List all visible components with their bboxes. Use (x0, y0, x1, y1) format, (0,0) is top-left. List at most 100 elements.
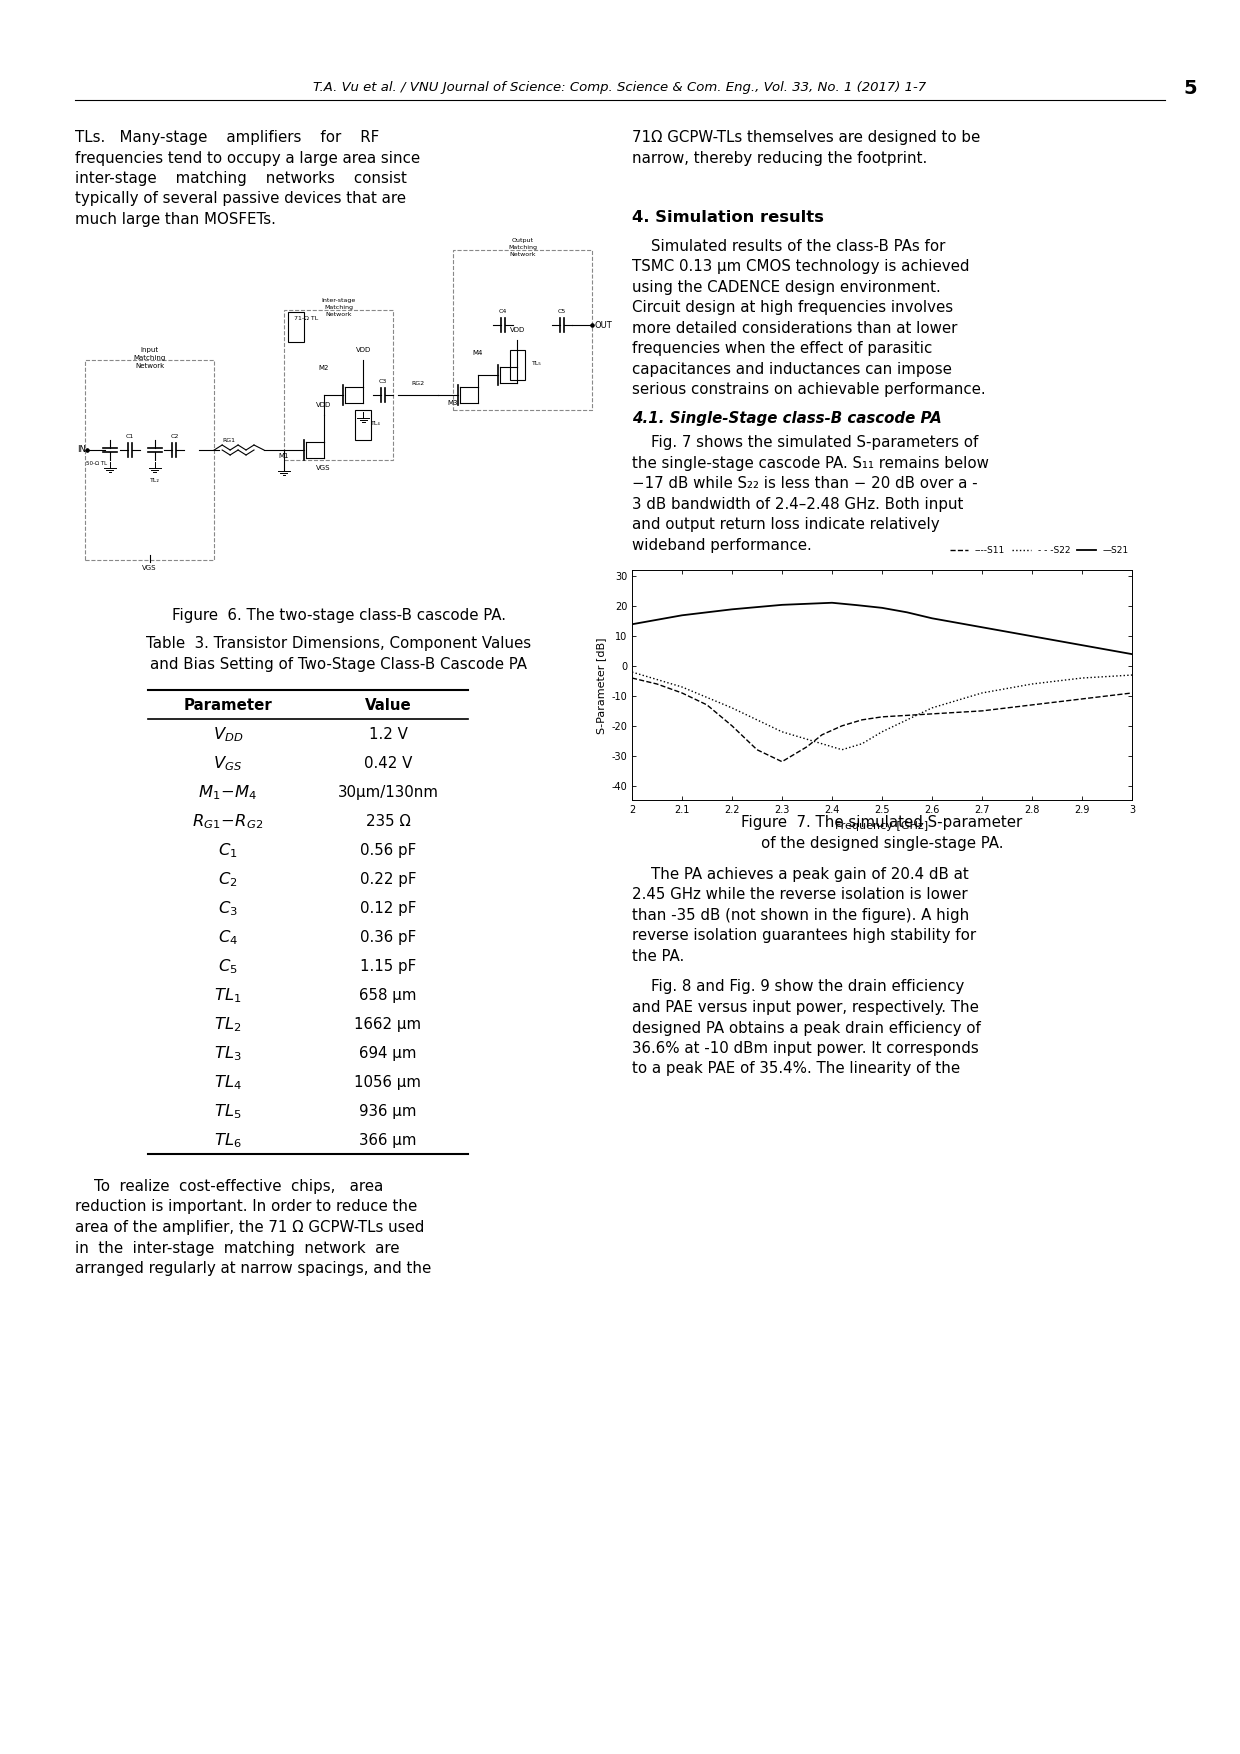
Text: C5: C5 (558, 309, 567, 314)
Text: VGS: VGS (316, 465, 331, 472)
Text: frequencies tend to occupy a large area since: frequencies tend to occupy a large area … (74, 151, 420, 165)
Text: Figure  6. The two-stage class-B cascode PA.: Figure 6. The two-stage class-B cascode … (171, 609, 506, 623)
Text: −17 dB while S₂₂ is less than − 20 dB over a -: −17 dB while S₂₂ is less than − 20 dB ov… (632, 477, 977, 491)
Text: RG2: RG2 (412, 381, 424, 386)
Text: VGS: VGS (143, 565, 156, 572)
Text: Matching: Matching (508, 246, 537, 251)
Text: IN: IN (77, 446, 86, 454)
Text: C4: C4 (498, 309, 507, 314)
Text: $\mathit{C}_4$: $\mathit{C}_4$ (218, 928, 238, 947)
Text: capacitances and inductances can impose: capacitances and inductances can impose (632, 361, 952, 377)
Text: reduction is important. In order to reduce the: reduction is important. In order to redu… (74, 1200, 417, 1214)
Text: using the CADENCE design environment.: using the CADENCE design environment. (632, 279, 941, 295)
Text: The PA achieves a peak gain of 20.4 dB at: The PA achieves a peak gain of 20.4 dB a… (632, 866, 968, 882)
Text: Output: Output (511, 239, 533, 244)
Text: C2: C2 (170, 433, 179, 438)
Text: Parameter: Parameter (184, 698, 273, 714)
Text: $\mathit{C}_1$: $\mathit{C}_1$ (218, 842, 238, 859)
Text: $\mathit{R}_{G1}\!-\!\mathit{R}_{G2}$: $\mathit{R}_{G1}\!-\!\mathit{R}_{G2}$ (192, 812, 264, 831)
Text: 0.42 V: 0.42 V (363, 756, 412, 772)
Text: Value: Value (365, 698, 412, 714)
Text: 1662 μm: 1662 μm (355, 1017, 422, 1033)
Text: To  realize  cost-effective  chips,   area: To realize cost-effective chips, area (74, 1179, 383, 1194)
Text: $\mathit{M}_1\!-\!\mathit{M}_4$: $\mathit{M}_1\!-\!\mathit{M}_4$ (198, 784, 258, 802)
Text: $\mathit{V}_{DD}$: $\mathit{V}_{DD}$ (213, 726, 243, 744)
Text: $\mathit{TL}_2$: $\mathit{TL}_2$ (215, 1016, 242, 1035)
Text: 3 dB bandwidth of 2.4–2.48 GHz. Both input: 3 dB bandwidth of 2.4–2.48 GHz. Both inp… (632, 496, 963, 512)
Text: 1.2 V: 1.2 V (368, 728, 408, 742)
Text: 694 μm: 694 μm (360, 1047, 417, 1061)
Text: Matching: Matching (134, 354, 166, 361)
Text: 71Ω GCPW-TLs themselves are designed to be: 71Ω GCPW-TLs themselves are designed to … (632, 130, 981, 146)
Text: Network: Network (325, 312, 352, 317)
Text: C1: C1 (125, 433, 134, 438)
Text: typically of several passive devices that are: typically of several passive devices tha… (74, 191, 405, 207)
Text: TSMC 0.13 μm CMOS technology is achieved: TSMC 0.13 μm CMOS technology is achieved (632, 260, 970, 274)
Text: the PA.: the PA. (632, 949, 684, 963)
Text: M1: M1 (279, 453, 289, 460)
Text: of the designed single-stage PA.: of the designed single-stage PA. (761, 837, 1003, 851)
Text: and output return loss indicate relatively: and output return loss indicate relative… (632, 517, 940, 533)
Text: C3: C3 (379, 379, 387, 384)
Bar (356, 410, 371, 440)
Text: $\mathit{TL}_4$: $\mathit{TL}_4$ (215, 1073, 242, 1093)
Text: 1.15 pF: 1.15 pF (360, 959, 417, 975)
Text: $\mathit{C}_2$: $\mathit{C}_2$ (218, 870, 238, 889)
Text: TL₂: TL₂ (150, 479, 160, 482)
Text: 2.45 GHz while the reverse isolation is lower: 2.45 GHz while the reverse isolation is … (632, 888, 967, 902)
Text: 71-Ω TL: 71-Ω TL (294, 316, 317, 321)
Text: 50-Ω TL: 50-Ω TL (87, 461, 108, 467)
Text: Simulated results of the class-B PAs for: Simulated results of the class-B PAs for (632, 239, 945, 254)
Text: arranged regularly at narrow spacings, and the: arranged regularly at narrow spacings, a… (74, 1261, 432, 1275)
Text: 936 μm: 936 μm (360, 1105, 417, 1119)
Text: much large than MOSFETs.: much large than MOSFETs. (74, 212, 275, 226)
Text: VDD: VDD (316, 402, 331, 409)
Text: Circuit design at high frequencies involves: Circuit design at high frequencies invol… (632, 300, 954, 316)
Text: TL₅: TL₅ (532, 361, 542, 367)
Text: designed PA obtains a peak drain efficiency of: designed PA obtains a peak drain efficie… (632, 1021, 981, 1035)
Text: reverse isolation guarantees high stability for: reverse isolation guarantees high stabil… (632, 928, 976, 944)
Text: than -35 dB (not shown in the figure). A high: than -35 dB (not shown in the figure). A… (632, 909, 970, 923)
Text: Fig. 8 and Fig. 9 show the drain efficiency: Fig. 8 and Fig. 9 show the drain efficie… (632, 979, 965, 995)
Text: OUT: OUT (594, 321, 611, 330)
Text: TLs.   Many-stage    amplifiers    for    RF: TLs. Many-stage amplifiers for RF (74, 130, 379, 146)
Bar (284, 310, 393, 460)
Text: 0.56 pF: 0.56 pF (360, 844, 417, 858)
Text: $\mathit{TL}_6$: $\mathit{TL}_6$ (215, 1131, 242, 1151)
Text: 366 μm: 366 μm (360, 1133, 417, 1149)
Text: RG1: RG1 (223, 438, 236, 444)
Text: inter-stage    matching    networks    consist: inter-stage matching networks consist (74, 170, 407, 186)
X-axis label: Frequency [GHz]: Frequency [GHz] (836, 821, 929, 831)
Text: serious constrains on achievable performance.: serious constrains on achievable perform… (632, 382, 986, 396)
Text: Inter-stage: Inter-stage (321, 298, 356, 303)
Text: the single-stage cascode PA. S₁₁ remains below: the single-stage cascode PA. S₁₁ remains… (632, 456, 988, 472)
Text: 36.6% at -10 dBm input power. It corresponds: 36.6% at -10 dBm input power. It corresp… (632, 1042, 978, 1056)
Text: $\mathit{TL}_5$: $\mathit{TL}_5$ (215, 1103, 242, 1121)
Text: M4: M4 (472, 351, 482, 356)
Text: T.A. Vu et al. / VNU Journal of Science: Comp. Science & Com. Eng., Vol. 33, No.: T.A. Vu et al. / VNU Journal of Science:… (314, 81, 926, 95)
Text: Figure  7. The simulated S-parameter: Figure 7. The simulated S-parameter (742, 816, 1023, 830)
Text: frequencies when the effect of parasitic: frequencies when the effect of parasitic (632, 342, 932, 356)
Text: VDD: VDD (510, 326, 525, 333)
Bar (288, 312, 304, 342)
Text: $\mathit{TL}_1$: $\mathit{TL}_1$ (215, 986, 242, 1005)
Text: M2: M2 (319, 365, 329, 372)
Text: $\mathit{V}_{GS}$: $\mathit{V}_{GS}$ (213, 754, 243, 774)
Text: wideband performance.: wideband performance. (632, 538, 812, 553)
Text: M3: M3 (448, 400, 458, 405)
Text: to a peak PAE of 35.4%. The linearity of the: to a peak PAE of 35.4%. The linearity of… (632, 1061, 960, 1077)
Bar (86, 360, 215, 560)
Text: Input: Input (140, 347, 159, 353)
Text: area of the amplifier, the 71 Ω GCPW-TLs used: area of the amplifier, the 71 Ω GCPW-TLs… (74, 1221, 424, 1235)
Text: 5: 5 (1183, 79, 1197, 98)
Text: more detailed considerations than at lower: more detailed considerations than at low… (632, 321, 957, 335)
Text: 0.22 pF: 0.22 pF (360, 872, 417, 888)
Text: $\mathit{C}_5$: $\mathit{C}_5$ (218, 958, 238, 977)
Text: TL₄: TL₄ (371, 421, 381, 426)
Text: Table  3. Transistor Dimensions, Component Values: Table 3. Transistor Dimensions, Componen… (146, 637, 531, 651)
Text: narrow, thereby reducing the footprint.: narrow, thereby reducing the footprint. (632, 151, 928, 165)
Text: Fig. 7 shows the simulated S-parameters of: Fig. 7 shows the simulated S-parameters … (632, 435, 978, 451)
Text: in  the  inter-stage  matching  network  are: in the inter-stage matching network are (74, 1240, 399, 1256)
Text: 1056 μm: 1056 μm (355, 1075, 422, 1091)
Legend: ----S11, - - -S22, —S21: ----S11, - - -S22, —S21 (946, 542, 1132, 560)
